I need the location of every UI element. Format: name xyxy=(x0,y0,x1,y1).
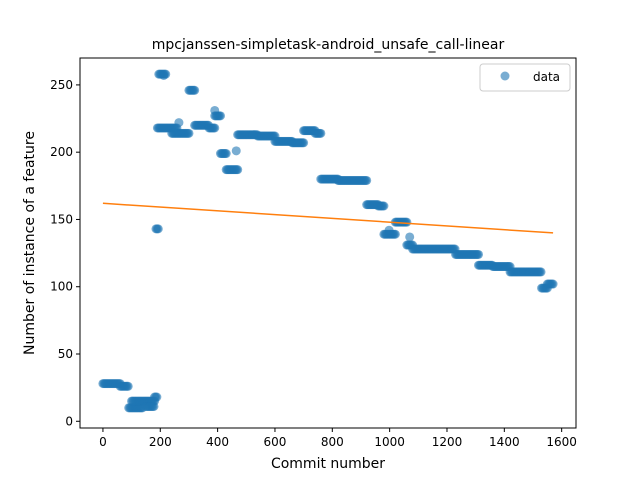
data-point xyxy=(184,128,194,138)
plot-frame xyxy=(79,57,577,429)
data-point xyxy=(149,401,159,411)
data-point xyxy=(123,381,133,391)
x-tick-label: 800 xyxy=(321,435,344,449)
data-point xyxy=(402,217,412,227)
data-point xyxy=(384,225,394,235)
y-tick-label: 150 xyxy=(50,212,73,226)
y-tick-label: 250 xyxy=(50,78,73,92)
data-point xyxy=(362,175,372,185)
data-points xyxy=(98,69,558,413)
x-tick-label: 1000 xyxy=(374,435,405,449)
data-point xyxy=(233,165,243,175)
chart-title: mpcjanssen-simpletask-android_unsafe_cal… xyxy=(152,37,505,53)
data-point xyxy=(316,128,326,138)
y-axis-ticks: 0 50 100 150 200 250 xyxy=(50,78,80,428)
data-point xyxy=(159,70,169,80)
data-point xyxy=(221,149,231,159)
data-point xyxy=(474,249,484,259)
x-tick-label: 0 xyxy=(99,435,107,449)
data-point xyxy=(153,224,163,234)
data-point xyxy=(215,111,225,121)
y-axis-label: Number of instance of a feature xyxy=(22,131,38,355)
data-point xyxy=(299,138,309,148)
x-tick-label: 200 xyxy=(149,435,172,449)
x-axis-ticks: 0 200 400 600 800 1000 1200 1400 1600 xyxy=(99,428,577,449)
data-point xyxy=(379,201,389,211)
x-tick-label: 1400 xyxy=(489,435,520,449)
x-axis-label: Commit number xyxy=(271,456,385,472)
data-point xyxy=(190,85,200,95)
legend-label-data: data xyxy=(533,70,560,84)
x-tick-label: 600 xyxy=(264,435,287,449)
data-point xyxy=(536,267,546,277)
x-tick-label: 400 xyxy=(206,435,229,449)
data-point xyxy=(174,118,184,128)
legend: data xyxy=(479,63,571,92)
legend-box xyxy=(479,63,571,92)
y-tick-label: 200 xyxy=(50,145,73,159)
data-point xyxy=(210,123,220,133)
data-point xyxy=(210,105,220,115)
x-tick-label: 1600 xyxy=(546,435,577,449)
y-tick-label: 0 xyxy=(65,414,73,428)
legend-marker xyxy=(500,71,510,81)
y-tick-label: 50 xyxy=(58,347,73,361)
trend-line xyxy=(102,202,554,234)
trend-line-layer xyxy=(102,202,554,234)
data-point xyxy=(405,232,415,242)
x-tick-label: 1200 xyxy=(432,435,463,449)
data-point xyxy=(152,392,162,402)
data-point xyxy=(231,146,241,156)
data-point xyxy=(548,279,558,289)
y-tick-label: 100 xyxy=(50,280,73,294)
